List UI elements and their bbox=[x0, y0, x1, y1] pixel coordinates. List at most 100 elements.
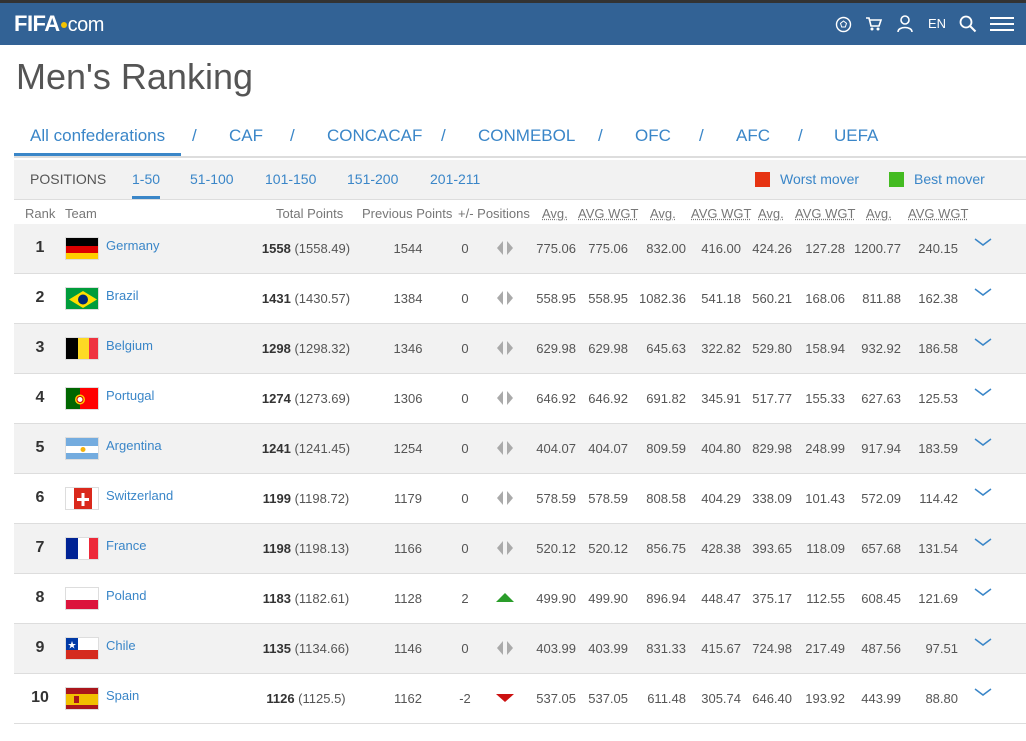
team-link[interactable]: Switzerland bbox=[106, 488, 174, 503]
tab-conmebol[interactable]: CONMEBOL bbox=[478, 126, 576, 145]
col-avg-wgt-2: AVG WGT bbox=[691, 206, 752, 221]
language-selector[interactable]: EN bbox=[928, 16, 947, 31]
tab-concacaf[interactable]: CONCACAF bbox=[327, 126, 423, 145]
best-mover-legend[interactable]: Best mover bbox=[914, 171, 985, 187]
table-row[interactable]: 6 Switzerland 1199 (1198.72) 1179 0 578.59 578… bbox=[14, 474, 1026, 524]
positions-change-cell: 0 bbox=[461, 541, 469, 556]
chevron-down-icon[interactable] bbox=[972, 236, 994, 250]
total-points-cell: 1135 (1134.66) bbox=[256, 641, 356, 656]
stat-cell: 627.63 bbox=[861, 391, 901, 406]
previous-points-cell: 1346 bbox=[393, 341, 423, 356]
tab-separator: / bbox=[798, 126, 803, 145]
table-row[interactable]: 1 Germany 1558 (1558.49) 1544 0 775.06 775.06 8… bbox=[14, 224, 1026, 274]
stat-cell: 114.42 bbox=[919, 491, 958, 506]
chile-flag-icon bbox=[65, 637, 99, 660]
germany-flag-icon bbox=[65, 237, 99, 260]
table-row[interactable]: 7 France 1198 (1198.13) 1166 0 520.12 520.12 85… bbox=[14, 524, 1026, 574]
user-icon[interactable] bbox=[895, 14, 915, 34]
total-points-rounded: 1558 bbox=[261, 241, 291, 256]
tab-caf[interactable]: CAF bbox=[229, 126, 263, 145]
chevron-down-icon[interactable] bbox=[972, 436, 994, 450]
team-link[interactable]: France bbox=[106, 538, 147, 553]
stat-cell: 125.53 bbox=[918, 391, 958, 406]
table-row[interactable]: 5 Argentina 1241 (1241.45) 1254 0 404.07 404.0… bbox=[14, 424, 1026, 474]
stat-cell: 896.94 bbox=[646, 591, 686, 606]
tab-ofc[interactable]: OFC bbox=[635, 126, 671, 145]
chevron-down-icon[interactable] bbox=[972, 336, 994, 350]
stat-cell: 155.33 bbox=[805, 391, 845, 406]
table-row[interactable]: 9 Chile 1135 (1134.66) 1146 0 403.99 403.99 831… bbox=[14, 624, 1026, 674]
col-avg-2: Avg. bbox=[650, 206, 676, 221]
tab-uefa[interactable]: UEFA bbox=[834, 126, 879, 145]
stat-cell: 118.09 bbox=[806, 541, 845, 556]
ball-icon[interactable] bbox=[833, 14, 853, 34]
tab-afc[interactable]: AFC bbox=[736, 126, 770, 145]
chevron-down-icon[interactable] bbox=[972, 286, 994, 300]
stat-cell: 646.92 bbox=[536, 391, 576, 406]
total-points-rounded: 1198 bbox=[262, 541, 291, 556]
table-row[interactable]: 8 Poland 1183 (1182.61) 1128 2 499.90 499.90 89… bbox=[14, 574, 1026, 624]
total-points-exact: (1430.57) bbox=[294, 291, 351, 306]
chevron-down-icon[interactable] bbox=[972, 586, 994, 600]
total-points-exact: (1558.49) bbox=[294, 241, 351, 256]
team-link[interactable]: Portugal bbox=[106, 388, 155, 403]
stat-cell: 809.59 bbox=[646, 441, 686, 456]
total-points-cell: 1199 (1198.72) bbox=[256, 491, 356, 506]
chevron-down-icon[interactable] bbox=[972, 686, 994, 700]
team-link[interactable]: Germany bbox=[106, 238, 160, 253]
stat-cell: 217.49 bbox=[805, 641, 845, 656]
chevron-down-icon[interactable] bbox=[972, 386, 994, 400]
fifa-logo[interactable]: FIFA com bbox=[14, 11, 104, 37]
stat-cell: 572.09 bbox=[861, 491, 901, 506]
previous-points-cell: 1544 bbox=[393, 241, 423, 256]
table-row[interactable]: 4 Portugal 1274 (1273.69) 1306 0 646.92 646.92… bbox=[14, 374, 1026, 424]
stat-cell: 578.59 bbox=[588, 491, 628, 506]
total-points-exact: (1298.32) bbox=[294, 341, 351, 356]
stat-cell: 403.99 bbox=[588, 641, 628, 656]
team-link[interactable]: Chile bbox=[106, 638, 136, 653]
total-points-cell: 1183 (1182.61) bbox=[256, 591, 356, 606]
table-row[interactable]: 3 Belgium 1298 (1298.32) 1346 0 629.98 629.98 6… bbox=[14, 324, 1026, 374]
menu-icon[interactable] bbox=[990, 14, 1014, 34]
team-link[interactable]: Argentina bbox=[106, 438, 162, 453]
stat-cell: 608.45 bbox=[861, 591, 901, 606]
best-mover-swatch bbox=[889, 172, 904, 187]
team-link[interactable]: Spain bbox=[106, 688, 140, 703]
stat-cell: 97.51 bbox=[925, 641, 958, 656]
tab-positions-151-200[interactable]: 151-200 bbox=[347, 171, 399, 187]
stat-cell: 404.29 bbox=[701, 491, 741, 506]
search-icon[interactable] bbox=[958, 14, 978, 34]
stat-cell: 1082.36 bbox=[639, 291, 686, 306]
team-link[interactable]: Poland bbox=[106, 588, 147, 603]
stat-cell: 443.99 bbox=[861, 691, 901, 706]
table-row[interactable]: 2 Brazil 1431 (1430.57) 1384 0 558.95 558.95 10… bbox=[14, 274, 1026, 324]
stat-cell: 537.05 bbox=[588, 691, 628, 706]
col-avg-wgt-1: AVG WGT bbox=[578, 206, 639, 221]
stat-cell: 345.91 bbox=[701, 391, 741, 406]
team-link[interactable]: Belgium bbox=[106, 338, 153, 353]
tab-positions-51-100[interactable]: 51-100 bbox=[190, 171, 234, 187]
col-avg-1: Avg. bbox=[542, 206, 568, 221]
table-row[interactable]: 10 Spain 1126 (1125.5) 1162 -2 537.05 537.05 61… bbox=[14, 674, 1026, 724]
tab-all-confederations[interactable]: All confederations bbox=[14, 126, 182, 156]
logo-dot bbox=[60, 22, 67, 29]
tab-positions-101-150[interactable]: 101-150 bbox=[265, 171, 317, 187]
stat-cell: 517.77 bbox=[752, 391, 792, 406]
total-points-rounded: 1199 bbox=[262, 491, 291, 506]
tab-positions-1-50[interactable]: 1-50 bbox=[132, 171, 161, 199]
stat-cell: 629.98 bbox=[536, 341, 576, 356]
col-avg-wgt-3: AVG WGT bbox=[795, 206, 856, 221]
col-team: Team bbox=[65, 206, 97, 221]
tab-separator: / bbox=[441, 126, 446, 145]
cart-icon[interactable] bbox=[864, 14, 884, 34]
team-link[interactable]: Brazil bbox=[106, 288, 139, 303]
tab-positions-201-211[interactable]: 201-211 bbox=[430, 171, 481, 187]
chevron-down-icon[interactable] bbox=[972, 636, 994, 650]
chevron-down-icon[interactable] bbox=[972, 486, 994, 500]
stat-cell: 322.82 bbox=[701, 341, 741, 356]
stat-cell: 186.58 bbox=[918, 341, 958, 356]
chevron-down-icon[interactable] bbox=[972, 536, 994, 550]
worst-mover-legend[interactable]: Worst mover bbox=[780, 171, 860, 187]
stat-cell: 775.06 bbox=[536, 241, 576, 256]
total-points-rounded: 1183 bbox=[262, 591, 291, 606]
